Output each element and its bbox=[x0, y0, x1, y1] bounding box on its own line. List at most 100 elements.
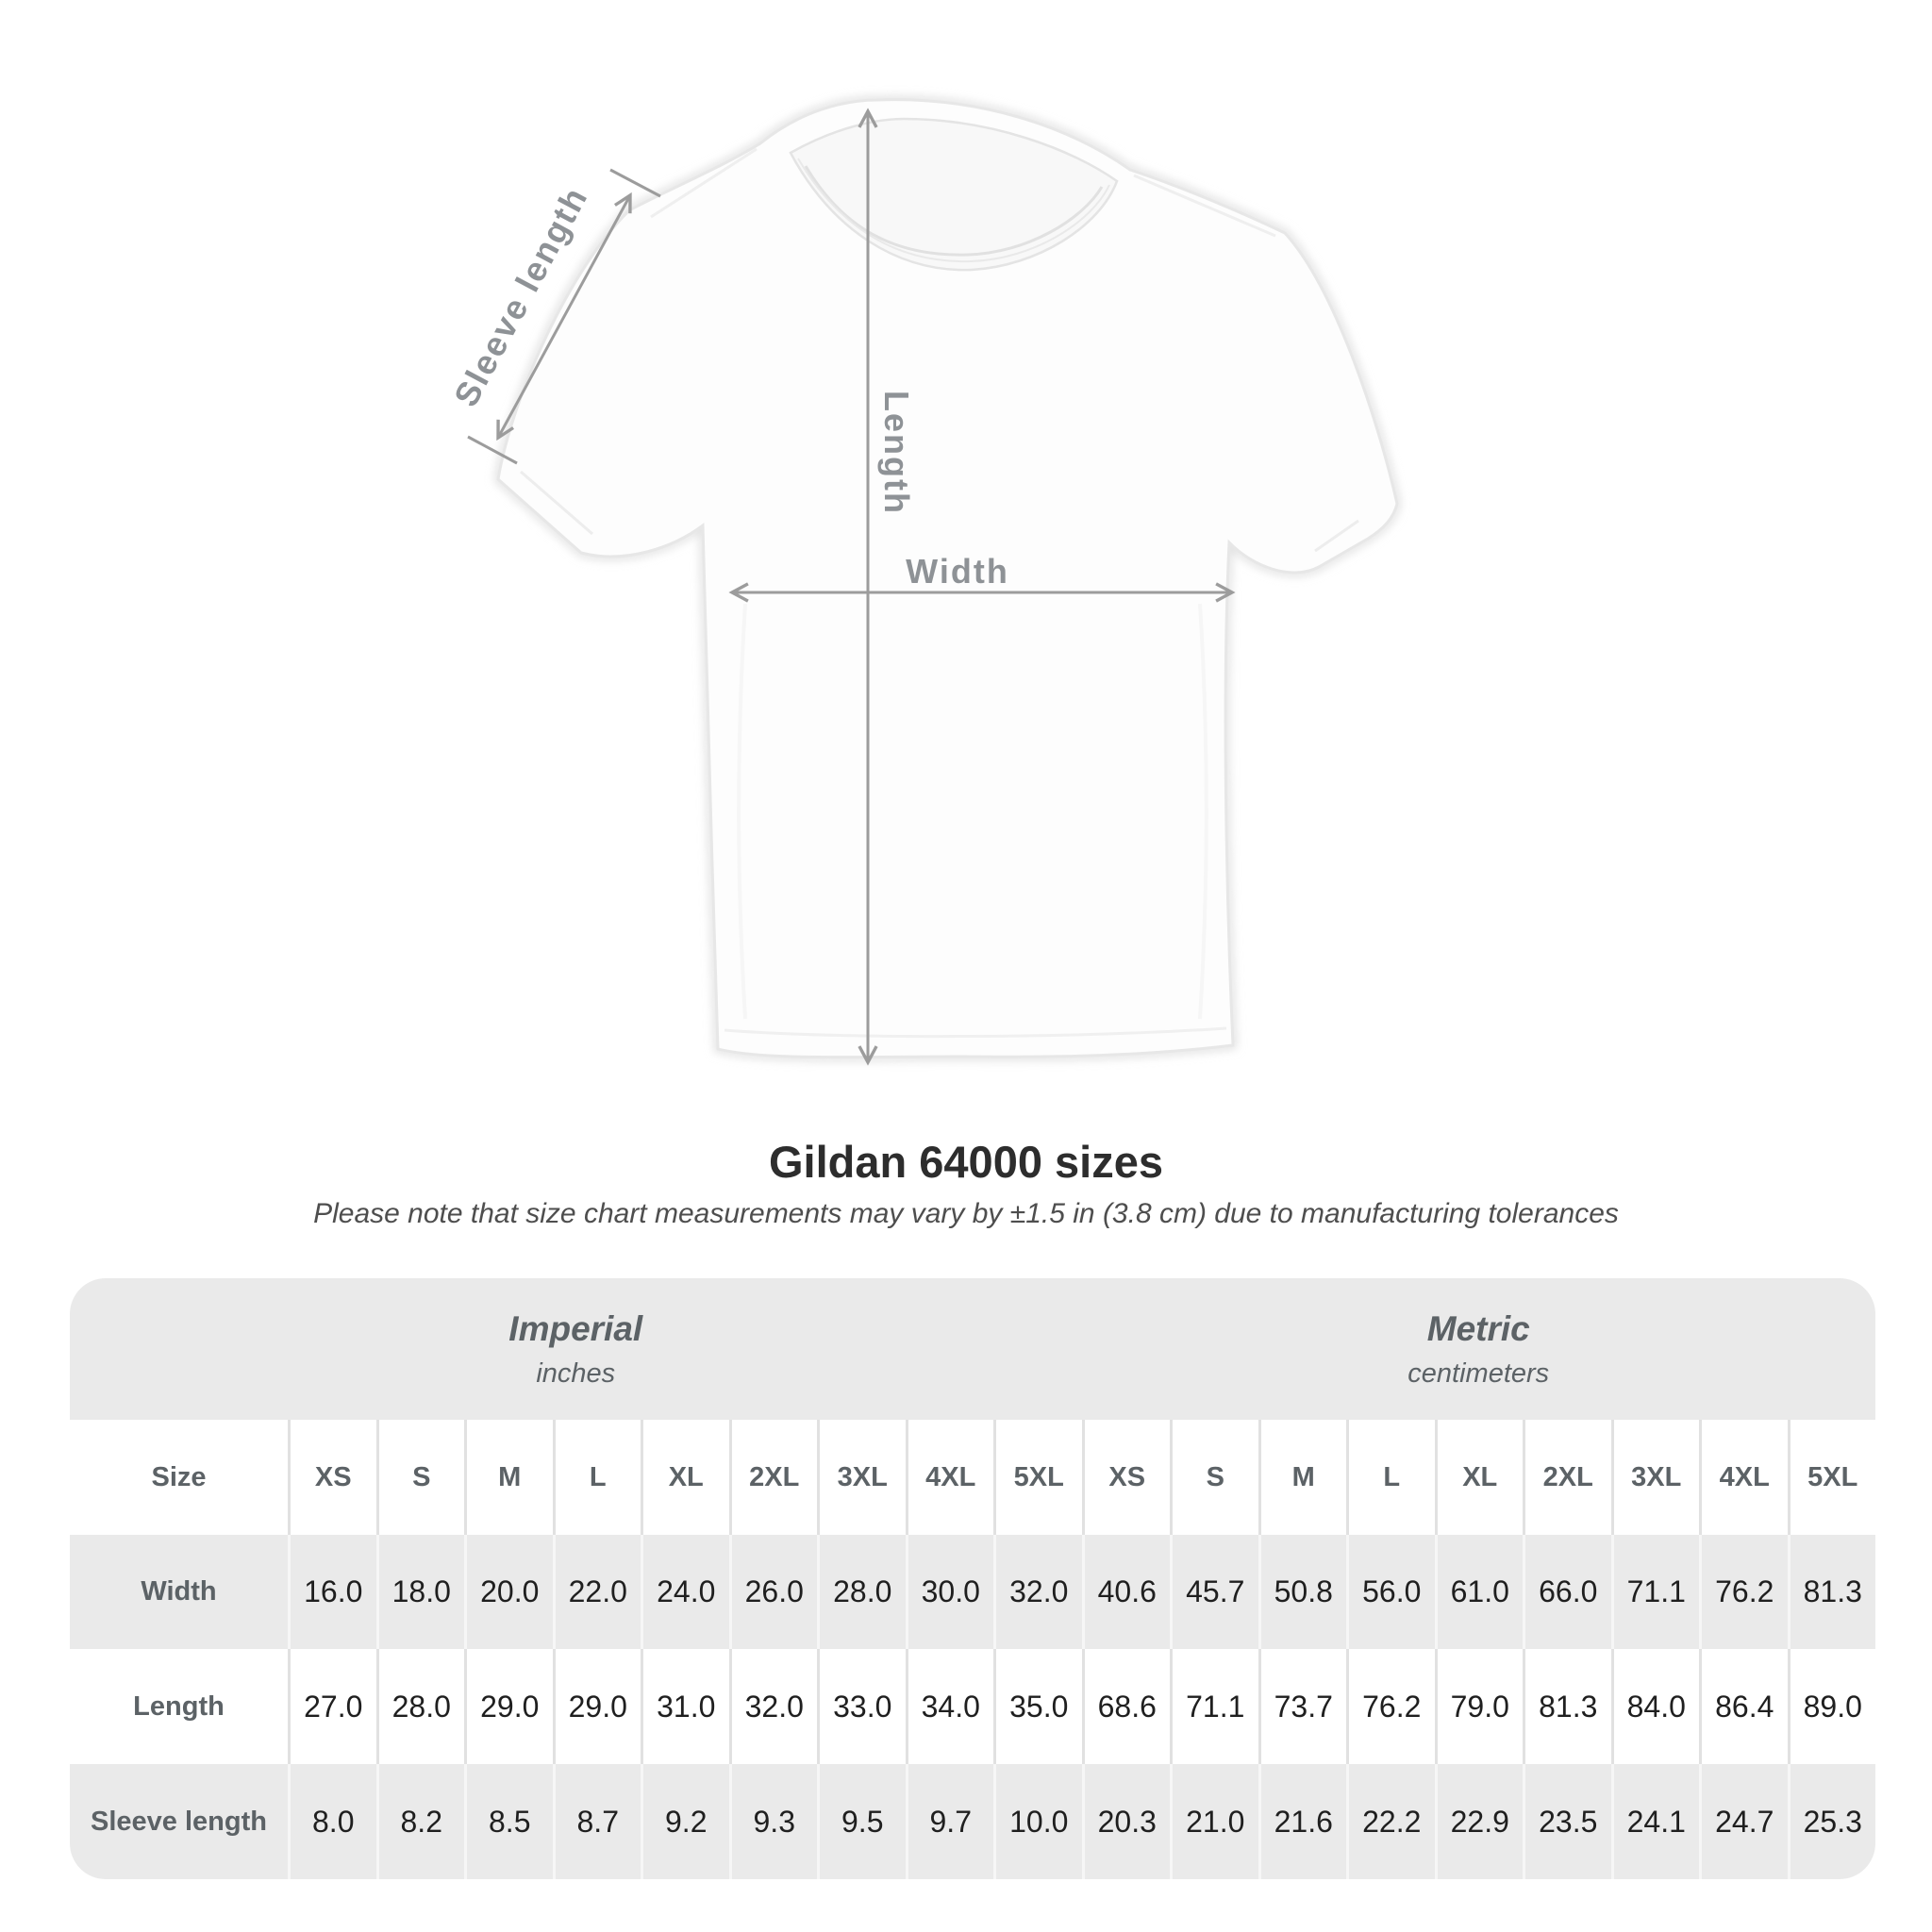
right-side-wrinkle bbox=[1198, 603, 1208, 1020]
sleeve-arrow-bottom-tick bbox=[467, 435, 518, 465]
measurement-cell: 8.2 bbox=[375, 1764, 464, 1879]
measurement-cell: 27.0 bbox=[288, 1649, 376, 1764]
measurement-cell: 20.0 bbox=[464, 1535, 553, 1649]
measurement-cell: 32.0 bbox=[993, 1535, 1082, 1649]
measurement-cell: 20.3 bbox=[1081, 1764, 1170, 1879]
size-header-cell: M bbox=[464, 1420, 553, 1535]
measurement-cell: 76.2 bbox=[1346, 1649, 1435, 1764]
size-header-cell: M bbox=[1257, 1420, 1346, 1535]
hem-seam bbox=[724, 1026, 1227, 1039]
measurement-cell: 50.8 bbox=[1257, 1535, 1346, 1649]
metric-title: Metric bbox=[1426, 1308, 1530, 1348]
measurement-cell: 9.3 bbox=[728, 1764, 817, 1879]
size-table: Imperial inches Metric centimeters Size … bbox=[70, 1278, 1875, 1879]
measurement-cell: 81.3 bbox=[1523, 1649, 1611, 1764]
measurement-cell: 71.1 bbox=[1170, 1649, 1258, 1764]
measurement-cell: 32.0 bbox=[728, 1649, 817, 1764]
right-cuff-seam bbox=[1314, 519, 1359, 553]
measurement-cell: 22.2 bbox=[1346, 1764, 1435, 1879]
size-header-cell: 4XL bbox=[905, 1420, 993, 1535]
imperial-header-group: Imperial inches bbox=[70, 1278, 1082, 1420]
sleeve-arrow-top-tick bbox=[609, 168, 661, 198]
size-header-cell: XS bbox=[1081, 1420, 1170, 1535]
size-header-cell: L bbox=[1346, 1420, 1435, 1535]
size-header-cell: 5XL bbox=[993, 1420, 1082, 1535]
tshirt-body bbox=[496, 98, 1399, 1059]
width-label: Width bbox=[906, 552, 1009, 591]
left-side-wrinkle bbox=[737, 603, 747, 1020]
size-header-cell: XL bbox=[1434, 1420, 1523, 1535]
length-label: Length bbox=[877, 391, 916, 515]
measurement-cell: 45.7 bbox=[1170, 1535, 1258, 1649]
measurement-cell: 30.0 bbox=[905, 1535, 993, 1649]
collar-rib-seam bbox=[804, 165, 1104, 257]
size-header-cell: XL bbox=[641, 1420, 729, 1535]
measurement-cell: 34.0 bbox=[905, 1649, 993, 1764]
measurement-cell: 68.6 bbox=[1081, 1649, 1170, 1764]
size-header-cell: 4XL bbox=[1699, 1420, 1788, 1535]
measurement-cell: 8.5 bbox=[464, 1764, 553, 1879]
page-title: Gildan 64000 sizes bbox=[768, 1137, 1164, 1187]
measurement-cell: 26.0 bbox=[728, 1535, 817, 1649]
measurement-cell: 22.0 bbox=[552, 1535, 641, 1649]
metric-unit: centimeters bbox=[1407, 1357, 1550, 1389]
measurement-cell: 24.0 bbox=[641, 1535, 729, 1649]
measurement-cell: 33.0 bbox=[817, 1649, 906, 1764]
measurement-cell: 76.2 bbox=[1699, 1535, 1788, 1649]
measurement-cell: 22.9 bbox=[1434, 1764, 1523, 1879]
collar-rib-seam-outer bbox=[797, 158, 1110, 263]
row-label-sleeve-length: Sleeve length bbox=[70, 1764, 288, 1879]
measurement-cell: 28.0 bbox=[817, 1535, 906, 1649]
imperial-title: Imperial bbox=[508, 1308, 643, 1348]
tolerance-note: Please note that size chart measurements… bbox=[313, 1198, 1619, 1229]
imperial-unit: inches bbox=[536, 1357, 616, 1389]
measurement-cell: 86.4 bbox=[1699, 1649, 1788, 1764]
measurement-cell: 9.5 bbox=[817, 1764, 906, 1879]
measurement-cell: 24.7 bbox=[1699, 1764, 1788, 1879]
measurement-cell: 35.0 bbox=[993, 1649, 1082, 1764]
measurement-cell: 24.1 bbox=[1610, 1764, 1699, 1879]
measurement-cell: 81.3 bbox=[1787, 1535, 1875, 1649]
measurement-cell: 21.0 bbox=[1170, 1764, 1258, 1879]
measurement-cell: 8.0 bbox=[288, 1764, 376, 1879]
tshirt-graphic bbox=[494, 96, 1401, 1061]
measurement-cell: 28.0 bbox=[375, 1649, 464, 1764]
measurement-cell: 73.7 bbox=[1257, 1649, 1346, 1764]
sleeve-length-arrow bbox=[496, 192, 632, 441]
row-label-width: Width bbox=[70, 1535, 288, 1649]
size-corner-label: Size bbox=[70, 1420, 288, 1535]
tshirt-size-diagram: Width Length Sleeve length bbox=[446, 96, 1401, 1066]
metric-header-group: Metric centimeters bbox=[1081, 1278, 1875, 1420]
measurement-cell: 18.0 bbox=[375, 1535, 464, 1649]
measurement-cell: 21.6 bbox=[1257, 1764, 1346, 1879]
measurement-cell: 25.3 bbox=[1787, 1764, 1875, 1879]
measurement-cell: 79.0 bbox=[1434, 1649, 1523, 1764]
measurement-cell: 31.0 bbox=[641, 1649, 729, 1764]
measurement-cell: 89.0 bbox=[1787, 1649, 1875, 1764]
measurement-cell: 66.0 bbox=[1523, 1535, 1611, 1649]
measurement-cell: 84.0 bbox=[1610, 1649, 1699, 1764]
size-header-cell: S bbox=[375, 1420, 464, 1535]
left-cuff-seam bbox=[520, 470, 593, 536]
measurement-cell: 9.7 bbox=[905, 1764, 993, 1879]
measurement-cell: 29.0 bbox=[552, 1649, 641, 1764]
size-header-cell: 3XL bbox=[817, 1420, 906, 1535]
size-header-cell: 5XL bbox=[1787, 1420, 1875, 1535]
measurement-cell: 29.0 bbox=[464, 1649, 553, 1764]
row-label-length: Length bbox=[70, 1649, 288, 1764]
measurement-cell: 56.0 bbox=[1346, 1535, 1435, 1649]
measurement-cell: 40.6 bbox=[1081, 1535, 1170, 1649]
measurement-cell: 9.2 bbox=[641, 1764, 729, 1879]
right-shoulder-seam bbox=[1133, 174, 1276, 238]
size-header-cell: 2XL bbox=[728, 1420, 817, 1535]
measurement-cell: 71.1 bbox=[1610, 1535, 1699, 1649]
size-header-cell: 2XL bbox=[1523, 1420, 1611, 1535]
size-header-cell: S bbox=[1170, 1420, 1258, 1535]
measurement-cell: 23.5 bbox=[1523, 1764, 1611, 1879]
left-shoulder-seam bbox=[650, 147, 758, 219]
measurement-cell: 61.0 bbox=[1434, 1535, 1523, 1649]
measurement-cell: 8.7 bbox=[552, 1764, 641, 1879]
size-header-cell: XS bbox=[288, 1420, 376, 1535]
measurement-cell: 10.0 bbox=[993, 1764, 1082, 1879]
